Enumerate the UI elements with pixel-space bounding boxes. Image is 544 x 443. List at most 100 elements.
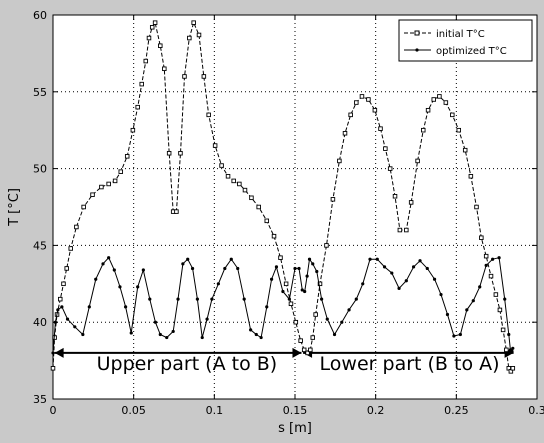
data-point xyxy=(182,74,187,79)
data-point xyxy=(219,163,224,168)
data-point xyxy=(73,325,77,329)
x-axis-label: s [m] xyxy=(278,421,312,436)
data-point xyxy=(311,262,315,266)
data-point xyxy=(404,279,408,283)
data-point xyxy=(382,265,387,269)
data-point xyxy=(153,320,158,324)
data-point xyxy=(478,285,482,289)
series-optimized xyxy=(51,256,515,355)
y-tick-label: 45 xyxy=(33,239,47,252)
y-tick-label: 40 xyxy=(33,316,47,329)
legend-label-optimized: optimized T°C xyxy=(436,46,507,57)
data-point xyxy=(187,35,192,41)
data-point xyxy=(375,257,379,261)
x-tick-label: 0.2 xyxy=(367,404,385,417)
data-point xyxy=(236,266,240,271)
data-point xyxy=(158,332,162,337)
y-tick-label: 50 xyxy=(33,163,47,176)
data-point xyxy=(124,305,128,309)
legend-marker-optimized xyxy=(415,48,419,52)
grid xyxy=(53,15,537,399)
data-point xyxy=(99,184,104,190)
data-point xyxy=(450,112,455,118)
data-point xyxy=(124,154,130,159)
data-point xyxy=(254,332,258,337)
data-point xyxy=(68,246,73,251)
x-tick-label: 0.1 xyxy=(206,404,224,417)
x-tick-label: 0 xyxy=(50,404,57,417)
data-point xyxy=(330,197,336,202)
data-point xyxy=(141,268,145,272)
data-point xyxy=(458,332,462,337)
data-point xyxy=(171,329,175,334)
data-point xyxy=(397,227,403,233)
data-point xyxy=(366,97,371,102)
data-point xyxy=(452,334,456,338)
data-point xyxy=(504,347,509,353)
data-point xyxy=(139,81,144,87)
data-point xyxy=(315,269,319,274)
x-ticks: 0 0.05 0.1 0.15 0.2 0.25 0.3 xyxy=(50,15,544,417)
data-point xyxy=(212,143,218,148)
data-point xyxy=(249,195,254,201)
data-point xyxy=(223,266,227,271)
data-point xyxy=(206,112,211,118)
data-point xyxy=(425,107,431,113)
y-axis-label: T [°C] xyxy=(7,188,22,227)
data-point xyxy=(283,281,289,287)
data-point xyxy=(471,299,475,303)
data-point xyxy=(181,262,185,266)
data-point xyxy=(445,312,450,317)
data-point xyxy=(256,204,261,210)
data-point xyxy=(216,282,220,286)
data-point xyxy=(392,193,398,199)
data-point xyxy=(143,58,149,64)
data-point xyxy=(305,350,310,356)
data-point xyxy=(293,266,297,271)
data-point xyxy=(325,317,329,321)
data-point xyxy=(249,328,253,332)
data-point xyxy=(507,332,511,337)
data-point xyxy=(411,265,416,269)
data-point xyxy=(271,233,277,239)
data-point xyxy=(408,200,414,205)
data-point xyxy=(483,253,489,259)
data-point xyxy=(511,346,515,350)
data-point xyxy=(205,317,209,321)
data-point xyxy=(354,100,359,105)
x-tick-label: 0.15 xyxy=(283,404,308,417)
data-point xyxy=(404,227,409,233)
x-tick-label: 0.05 xyxy=(121,404,146,417)
data-point xyxy=(149,25,155,30)
data-point xyxy=(191,20,196,25)
data-point xyxy=(118,169,124,174)
data-point xyxy=(491,257,495,261)
data-point xyxy=(118,285,122,289)
data-point xyxy=(468,174,474,179)
data-point xyxy=(74,224,79,230)
data-point xyxy=(443,100,449,105)
y-tick-label: 60 xyxy=(33,9,47,22)
data-point xyxy=(107,256,111,260)
data-point xyxy=(500,327,506,333)
series-line xyxy=(52,21,514,373)
data-point xyxy=(317,281,323,287)
data-point xyxy=(437,94,442,99)
data-point xyxy=(465,308,469,312)
data-point xyxy=(259,335,263,340)
data-point xyxy=(305,274,309,278)
data-point xyxy=(274,265,279,269)
data-point xyxy=(65,317,70,321)
data-point xyxy=(178,150,183,156)
data-point xyxy=(231,178,236,184)
data-point xyxy=(390,271,394,275)
data-point xyxy=(307,257,312,261)
data-point xyxy=(368,257,372,261)
data-point xyxy=(50,366,56,371)
data-point xyxy=(503,297,507,301)
data-point xyxy=(190,266,195,271)
data-point xyxy=(87,305,91,309)
data-point xyxy=(421,127,426,133)
data-point xyxy=(303,289,307,294)
data-point xyxy=(64,266,69,271)
